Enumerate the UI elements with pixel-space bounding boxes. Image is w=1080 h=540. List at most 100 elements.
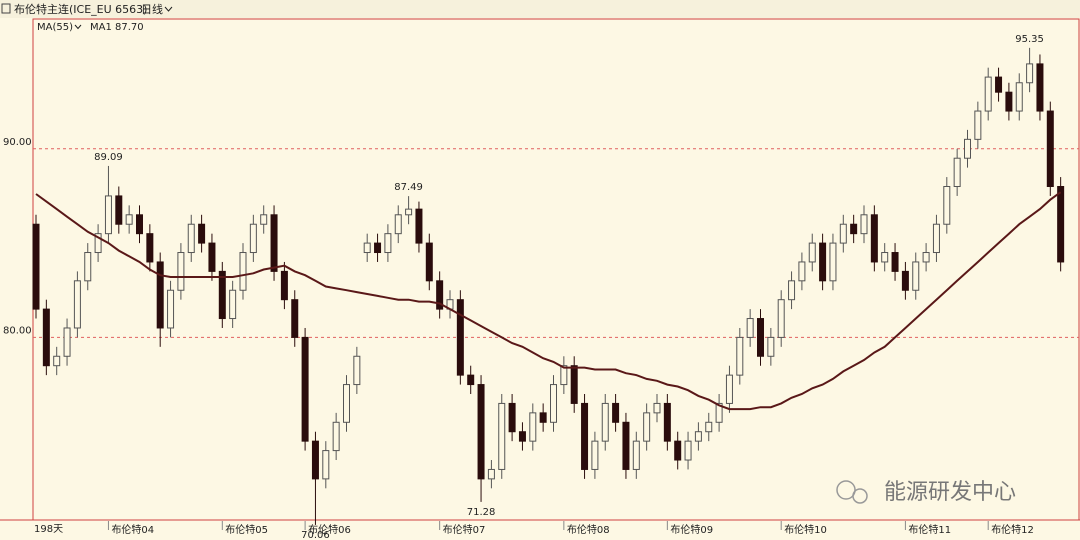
candle-body: [560, 365, 568, 386]
candle-body: [643, 412, 651, 442]
candle-body: [280, 270, 288, 301]
period-arrow[interactable]: [164, 6, 173, 12]
candle-body: [249, 223, 257, 254]
candle-body: [508, 402, 516, 433]
candle-body: [125, 214, 133, 225]
candle-body: [198, 223, 206, 244]
candle-body: [218, 270, 226, 320]
candle-body: [798, 261, 806, 282]
candle-body: [932, 223, 940, 254]
candle-body: [477, 384, 485, 480]
ma-name[interactable]: MA(55): [37, 22, 73, 33]
candle-body: [788, 280, 796, 301]
x-tick-label: 布伦特04: [111, 523, 154, 536]
candle-body: [229, 289, 237, 320]
candle-body: [860, 214, 868, 235]
candle-body: [622, 421, 630, 470]
ma-line: [35, 191, 1062, 411]
candle-body: [32, 223, 40, 310]
candle-body: [239, 252, 247, 291]
ma-arrow[interactable]: [74, 24, 82, 30]
candle-body: [808, 242, 816, 263]
candle-body: [570, 365, 578, 404]
candle-body: [839, 223, 847, 244]
candle-body: [581, 402, 589, 470]
candle-body: [819, 242, 827, 282]
candle-body: [705, 421, 713, 433]
candle-body: [1015, 82, 1023, 112]
candle-body: [291, 299, 299, 338]
candle-body: [260, 214, 268, 225]
candle-body: [632, 440, 640, 470]
candle-body: [332, 421, 340, 452]
watermark: 能源研发中心: [836, 480, 1016, 505]
candle-body: [974, 110, 982, 140]
candle-body: [115, 195, 123, 225]
candle-body: [912, 261, 920, 291]
candle-body: [736, 336, 744, 376]
candle-body: [405, 208, 413, 216]
candle-body: [829, 242, 837, 282]
candle-body: [601, 402, 609, 442]
candle-body: [953, 157, 961, 188]
header-bar: [0, 0, 1080, 18]
candle-body: [777, 299, 785, 338]
price-annotation: 70.06: [301, 530, 330, 540]
candle-body: [850, 223, 858, 235]
candle-body: [353, 355, 361, 386]
candle-body: [42, 308, 50, 367]
header-icon: [1, 3, 11, 14]
watermark-text: 能源研发中心: [884, 480, 1016, 505]
candle-body: [415, 208, 423, 244]
candle-body: [363, 242, 371, 254]
candle-body: [270, 214, 278, 272]
candle-body: [53, 355, 61, 367]
candle-body: [746, 318, 754, 338]
candle-body: [715, 402, 723, 423]
candle-body: [456, 299, 464, 376]
ma-legend: MA1 87.70: [90, 22, 144, 33]
candle-body: [943, 186, 951, 225]
candle-body: [964, 138, 971, 159]
candle-body: [684, 440, 692, 461]
candle-body: [529, 412, 537, 442]
x-tick-label: 布伦特12: [991, 523, 1034, 536]
x-tick-label: 布伦特07: [443, 523, 486, 536]
price-annotation: 95.35: [1015, 34, 1044, 45]
candle-body: [63, 327, 71, 357]
candle-body: [425, 242, 433, 282]
y-tick-label: 80.00: [3, 325, 32, 336]
candle-body: [177, 252, 185, 291]
candle-body: [374, 242, 382, 254]
x-tick-label: 布伦特05: [225, 523, 268, 536]
y-tick-label: 90.00: [3, 137, 32, 148]
candle-body: [394, 214, 402, 235]
x-tick-label: 布伦特06: [308, 523, 351, 536]
candle-body: [301, 336, 309, 442]
candle-body: [322, 450, 330, 480]
candle-body: [467, 374, 475, 386]
candle-body: [1046, 110, 1054, 188]
watermark-icon: [836, 480, 856, 500]
candle-body: [922, 252, 930, 263]
candle-body: [901, 270, 909, 291]
price-annotation: 71.28: [467, 507, 496, 518]
candle-body: [653, 402, 661, 414]
candle-body: [436, 280, 444, 310]
candle-body: [1026, 63, 1034, 84]
chart-title[interactable]: 布伦特主连(ICE_EU 6563): [14, 2, 147, 16]
x-tick-label: 布伦特11: [908, 523, 951, 536]
candle-body: [891, 252, 899, 272]
candle-body: [663, 402, 671, 442]
candle-body: [384, 233, 392, 254]
candle-body: [343, 384, 350, 423]
price-annotation: 87.49: [394, 182, 423, 193]
candle-body: [984, 76, 992, 112]
candle-body: [539, 412, 547, 423]
candle-body: [591, 440, 599, 470]
period[interactable]: 日线: [141, 2, 163, 16]
candle-body: [518, 431, 526, 442]
x-tick-label: 布伦特08: [567, 523, 610, 536]
candle-body: [187, 223, 195, 254]
candle-body: [84, 252, 92, 282]
